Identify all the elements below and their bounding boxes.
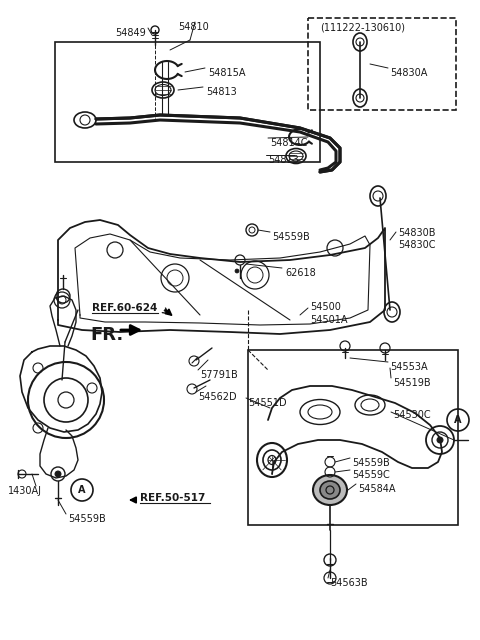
Text: 54813: 54813 bbox=[268, 155, 299, 165]
Text: FR.: FR. bbox=[90, 326, 123, 344]
Circle shape bbox=[235, 269, 239, 273]
Text: 54584A: 54584A bbox=[358, 484, 396, 494]
Text: 54849: 54849 bbox=[115, 28, 146, 38]
Text: 54815A: 54815A bbox=[208, 68, 245, 78]
Ellipse shape bbox=[313, 475, 347, 505]
Text: REF.60-624: REF.60-624 bbox=[92, 303, 157, 313]
Text: REF.50-517: REF.50-517 bbox=[140, 493, 205, 503]
Text: (111222-130610): (111222-130610) bbox=[320, 22, 405, 32]
Bar bbox=[248, 350, 458, 525]
Text: 54501A: 54501A bbox=[310, 315, 348, 325]
Text: 54551D: 54551D bbox=[248, 398, 287, 408]
Text: 54562D: 54562D bbox=[198, 392, 237, 402]
Text: 54530C: 54530C bbox=[393, 410, 431, 420]
Text: 54814C: 54814C bbox=[270, 138, 308, 148]
Text: 57791B: 57791B bbox=[200, 370, 238, 380]
Bar bbox=[308, 18, 456, 110]
Text: 54830B: 54830B bbox=[398, 228, 435, 238]
Text: 54830C: 54830C bbox=[398, 240, 435, 250]
Text: A: A bbox=[78, 485, 86, 495]
Text: 54500: 54500 bbox=[310, 302, 341, 312]
Text: 54559B: 54559B bbox=[68, 514, 106, 524]
Text: A: A bbox=[454, 415, 462, 425]
Text: 54813: 54813 bbox=[206, 87, 237, 97]
Text: 54563B: 54563B bbox=[330, 578, 368, 588]
Text: 54559B: 54559B bbox=[352, 458, 390, 468]
Text: 54559B: 54559B bbox=[272, 232, 310, 242]
Text: 54553A: 54553A bbox=[390, 362, 428, 372]
Circle shape bbox=[55, 471, 61, 477]
Bar bbox=[55, 42, 320, 162]
Ellipse shape bbox=[320, 481, 340, 499]
Circle shape bbox=[437, 437, 443, 443]
Text: 1430AJ: 1430AJ bbox=[8, 486, 42, 496]
Text: 54830A: 54830A bbox=[390, 68, 427, 78]
Text: 54519B: 54519B bbox=[393, 378, 431, 388]
Text: 62618: 62618 bbox=[285, 268, 316, 278]
Text: 54559C: 54559C bbox=[352, 470, 390, 480]
Text: 54810: 54810 bbox=[178, 22, 209, 32]
